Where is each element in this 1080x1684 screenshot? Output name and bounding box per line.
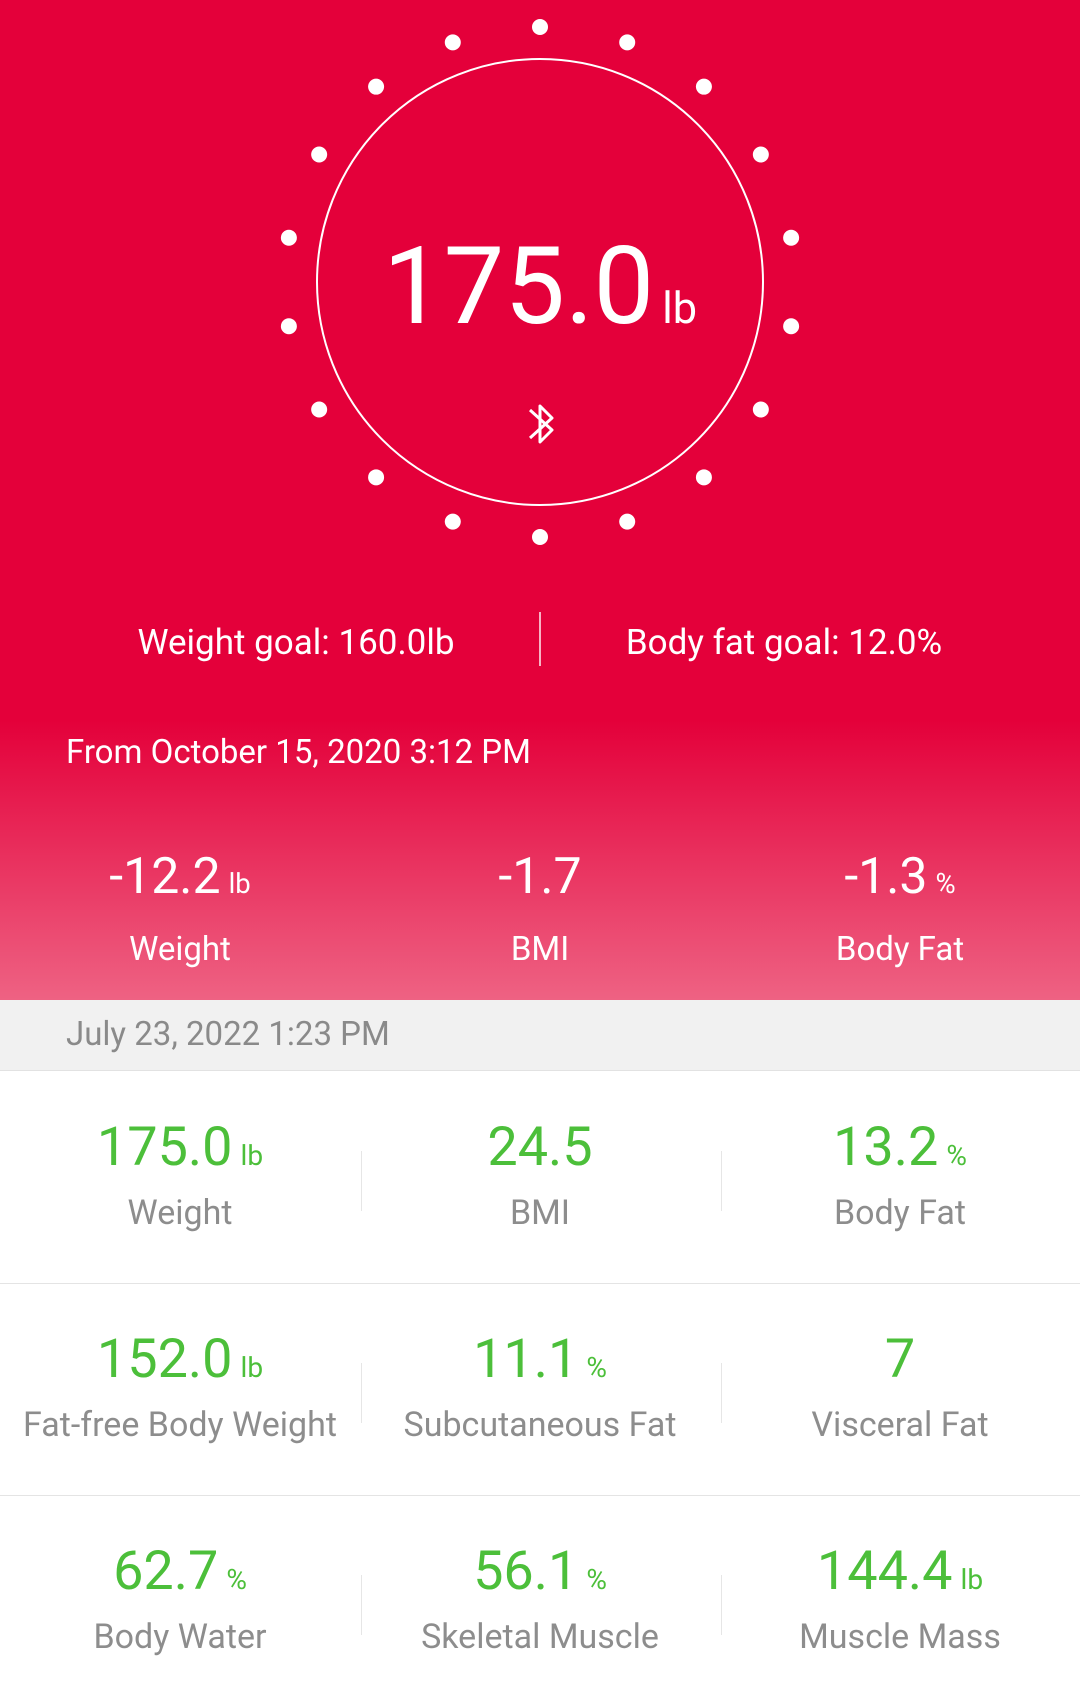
unit: lb [960, 1563, 984, 1596]
value: 62.7 [113, 1540, 219, 1603]
unit: lb [228, 867, 251, 900]
change-value: -1.3% [844, 848, 955, 906]
dial-dot [311, 401, 328, 418]
dial-dot [444, 513, 461, 530]
metric-value: 152.0 lb [97, 1328, 263, 1391]
dial-dot [368, 78, 385, 95]
dial-dot [752, 401, 769, 418]
divider [721, 1575, 722, 1635]
divider [361, 1575, 362, 1635]
dial-dot [619, 34, 636, 51]
dial-dot [444, 34, 461, 51]
body-fat-goal: Body fat goal: 12.0% [625, 622, 943, 663]
dial-dot [695, 469, 712, 486]
metric-label: Body Fat [833, 1193, 967, 1233]
dial-dot [532, 529, 548, 545]
summary-panel: 175.0 lb Weight goal: 160.0lb Body fat go… [0, 0, 1080, 1000]
metric-label: Fat-free Body Weight [23, 1405, 337, 1445]
metric-label: BMI [509, 1193, 571, 1233]
dial-dot [783, 229, 800, 246]
change-value: -12.2 lb [109, 848, 250, 906]
weight-value: 175.0 [382, 224, 655, 350]
unit: % [226, 1563, 247, 1596]
bluetooth-icon [528, 404, 554, 444]
dial-dot [752, 146, 769, 163]
metric-value: 11.1% [473, 1328, 607, 1391]
current-weight: 175.0 lb [383, 232, 697, 364]
metric-value: 24.5 [487, 1116, 592, 1179]
metric-label: Skeletal Muscle [421, 1617, 659, 1657]
unit: % [586, 1563, 607, 1596]
metric-label: Muscle Mass [799, 1617, 1001, 1657]
unit: lb [240, 1139, 264, 1172]
dial-dot [783, 318, 800, 335]
change-label: Weight [129, 930, 231, 969]
since-date: From October 15, 2020 3:12 PM [66, 733, 531, 772]
value: -1.7 [498, 848, 582, 906]
dial-dot [311, 146, 328, 163]
metric-value: 7 [885, 1328, 915, 1391]
divider [721, 1363, 722, 1423]
value: 7 [884, 1328, 916, 1391]
record-date-bar: July 23, 2022 1:23 PM [0, 1000, 1080, 1071]
unit: lb [240, 1351, 264, 1384]
divider [721, 1151, 722, 1211]
change-value: -1.7 [498, 848, 581, 906]
change-label: BMI [510, 930, 570, 969]
metric-value: 56.1% [473, 1540, 607, 1603]
unit: % [935, 867, 956, 900]
record-date: July 23, 2022 1:23 PM [66, 1015, 390, 1054]
value: -12.2 [109, 848, 221, 906]
value: -1.3 [844, 848, 928, 906]
weight-dial [280, 19, 800, 545]
metric-value: 144.4 lb [817, 1540, 983, 1603]
unit: % [586, 1351, 607, 1384]
dial-dot [280, 229, 297, 246]
value: 13.2 [833, 1116, 939, 1179]
dial-ring [316, 58, 764, 506]
metrics-row: 175.0 lb Weight 24.5 BMI 13.2% Body Fat [0, 1071, 1080, 1284]
dial-dot [368, 469, 385, 486]
metrics-row: 152.0 lb Fat-free Body Weight 11.1% Subcutan… [0, 1283, 1080, 1496]
value: 175.0 [96, 1116, 233, 1179]
dial-dot [532, 19, 548, 35]
metric-value: 62.7% [113, 1540, 247, 1603]
metric-label: Weight [127, 1193, 233, 1233]
divider [361, 1151, 362, 1211]
dial-dot [619, 513, 636, 530]
value: 152.0 [96, 1328, 233, 1391]
divider [361, 1363, 362, 1423]
weight-unit: lb [662, 283, 698, 334]
unit: % [946, 1139, 967, 1172]
dial-dot [280, 318, 297, 335]
value: 11.1 [473, 1328, 579, 1391]
metric-label: Subcutaneous Fat [403, 1405, 677, 1445]
metric-value: 175.0 lb [97, 1116, 263, 1179]
metric-value: 13.2% [833, 1116, 967, 1179]
value: 24.5 [487, 1116, 593, 1179]
weight-goal: Weight goal: 160.0lb [137, 622, 455, 663]
value: 144.4 [816, 1540, 953, 1603]
metric-label: Visceral Fat [811, 1405, 989, 1445]
dial-dots [280, 19, 800, 545]
metrics-row: 62.7% Body Water 56.1% Skeletal Muscle 144.4… [0, 1495, 1080, 1684]
divider [539, 612, 541, 666]
change-label: Body Fat [835, 930, 965, 969]
value: 56.1 [473, 1540, 579, 1603]
dial-dot [695, 78, 712, 95]
metric-label: Body Water [93, 1617, 267, 1657]
